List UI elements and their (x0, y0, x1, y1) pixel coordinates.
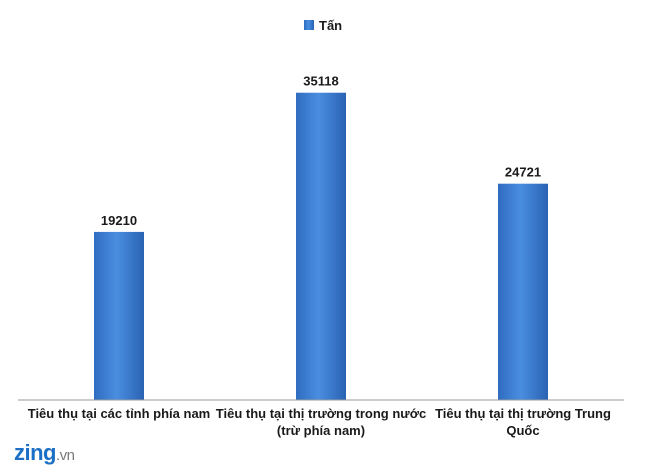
value-label-1: 35118 (303, 74, 338, 89)
legend: Tấn (304, 18, 342, 33)
bar-2 (498, 183, 548, 400)
legend-label: Tấn (319, 18, 342, 33)
category-label-0: Tiêu thụ tại các tỉnh phía nam (28, 406, 211, 421)
legend-swatch (304, 20, 314, 30)
value-label-2: 24721 (505, 165, 541, 180)
bar-0 (94, 231, 144, 400)
zing-logo: zing.vn (14, 440, 75, 466)
category-label-1: Tiêu thụ tại thị trường trong nước (trừ p… (216, 406, 426, 438)
bar-1 (296, 92, 346, 400)
value-label-0: 19210 (101, 213, 137, 228)
logo-text: zing (14, 440, 57, 465)
logo-suffix: .vn (56, 447, 75, 464)
category-label-2: Tiêu thụ tại thị trường Trung Quốc (435, 406, 611, 438)
